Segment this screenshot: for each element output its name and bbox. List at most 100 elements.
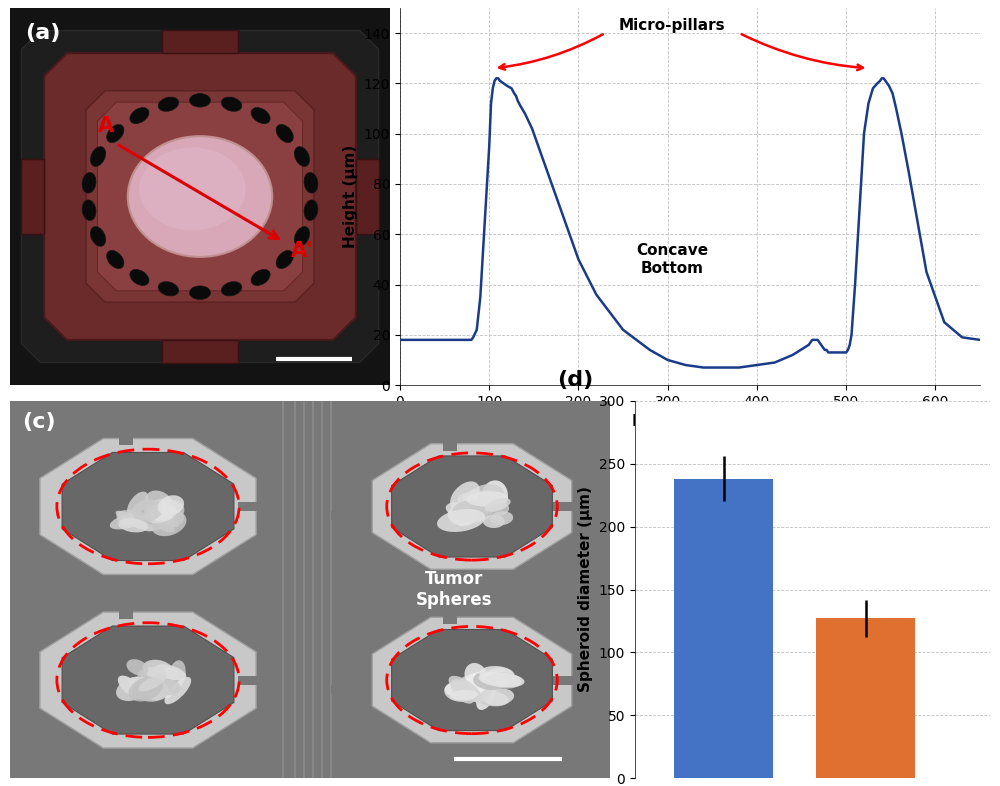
Ellipse shape <box>126 659 148 675</box>
Text: A': A' <box>291 241 314 261</box>
Bar <box>356 159 379 234</box>
Ellipse shape <box>483 515 505 528</box>
Ellipse shape <box>82 172 96 193</box>
Bar <box>674 479 773 778</box>
Ellipse shape <box>150 498 177 525</box>
X-axis label: Position (μm): Position (μm) <box>632 414 748 429</box>
Ellipse shape <box>164 677 191 704</box>
Ellipse shape <box>485 498 511 512</box>
Ellipse shape <box>158 97 179 112</box>
Ellipse shape <box>130 108 149 123</box>
Polygon shape <box>372 444 572 569</box>
Polygon shape <box>40 612 256 748</box>
Y-axis label: Height (μm): Height (μm) <box>343 145 358 248</box>
Ellipse shape <box>143 505 175 532</box>
Ellipse shape <box>463 672 489 696</box>
Text: (c): (c) <box>22 412 56 432</box>
Ellipse shape <box>474 690 509 707</box>
Bar <box>553 502 583 511</box>
Bar <box>0 511 28 520</box>
Ellipse shape <box>128 136 272 257</box>
Bar <box>238 675 268 685</box>
Bar <box>457 571 471 590</box>
Ellipse shape <box>473 671 508 690</box>
Ellipse shape <box>490 511 513 525</box>
Ellipse shape <box>470 673 494 703</box>
Ellipse shape <box>481 480 508 512</box>
Polygon shape <box>40 439 256 575</box>
Bar <box>133 577 147 596</box>
Ellipse shape <box>450 690 478 700</box>
Ellipse shape <box>149 504 174 521</box>
Ellipse shape <box>129 683 161 696</box>
Ellipse shape <box>455 500 483 526</box>
Ellipse shape <box>151 510 186 536</box>
Bar <box>457 745 471 764</box>
Ellipse shape <box>116 677 150 701</box>
Ellipse shape <box>190 94 210 107</box>
Polygon shape <box>10 8 390 385</box>
Ellipse shape <box>118 518 148 532</box>
Polygon shape <box>62 453 234 560</box>
Ellipse shape <box>276 124 293 142</box>
Ellipse shape <box>452 501 488 523</box>
Ellipse shape <box>464 505 493 523</box>
Ellipse shape <box>129 677 164 700</box>
Ellipse shape <box>145 490 174 515</box>
Polygon shape <box>392 456 552 557</box>
Ellipse shape <box>110 512 148 530</box>
Ellipse shape <box>146 504 179 527</box>
Ellipse shape <box>251 108 270 123</box>
Ellipse shape <box>161 500 184 519</box>
Ellipse shape <box>130 681 156 692</box>
Ellipse shape <box>137 667 167 685</box>
Polygon shape <box>97 102 303 291</box>
Bar <box>119 426 133 445</box>
Ellipse shape <box>190 286 210 299</box>
Bar <box>0 685 28 693</box>
Ellipse shape <box>143 659 174 680</box>
Ellipse shape <box>304 172 318 193</box>
Ellipse shape <box>159 667 175 699</box>
Ellipse shape <box>479 666 514 683</box>
Ellipse shape <box>464 494 480 510</box>
Ellipse shape <box>157 680 181 695</box>
Ellipse shape <box>90 226 106 246</box>
Text: Micro-pillars: Micro-pillars <box>619 18 725 33</box>
Ellipse shape <box>449 676 482 702</box>
Bar <box>443 432 457 450</box>
Polygon shape <box>86 91 314 302</box>
Ellipse shape <box>141 670 164 685</box>
Text: Tumor
Spheres: Tumor Spheres <box>416 570 492 609</box>
Ellipse shape <box>484 689 514 706</box>
Ellipse shape <box>144 504 177 523</box>
Ellipse shape <box>118 676 144 699</box>
Bar <box>162 31 238 53</box>
Ellipse shape <box>156 508 184 527</box>
Ellipse shape <box>446 502 474 518</box>
Ellipse shape <box>221 281 242 296</box>
Ellipse shape <box>437 509 485 532</box>
Ellipse shape <box>133 680 169 702</box>
Ellipse shape <box>294 226 310 246</box>
Ellipse shape <box>451 679 475 703</box>
Text: Concave
Bottom: Concave Bottom <box>636 243 708 276</box>
Ellipse shape <box>463 490 490 505</box>
Ellipse shape <box>480 498 509 516</box>
Ellipse shape <box>221 97 242 112</box>
Ellipse shape <box>139 148 246 230</box>
Ellipse shape <box>90 147 106 167</box>
Ellipse shape <box>486 667 515 686</box>
Ellipse shape <box>138 513 166 531</box>
Bar <box>331 685 361 693</box>
Ellipse shape <box>127 491 148 516</box>
Polygon shape <box>62 626 234 734</box>
Polygon shape <box>21 31 379 362</box>
Ellipse shape <box>304 200 318 221</box>
Ellipse shape <box>447 507 475 526</box>
Bar <box>443 605 457 624</box>
Ellipse shape <box>445 681 469 696</box>
Ellipse shape <box>129 677 163 701</box>
Ellipse shape <box>168 660 186 689</box>
Text: A: A <box>97 116 114 136</box>
